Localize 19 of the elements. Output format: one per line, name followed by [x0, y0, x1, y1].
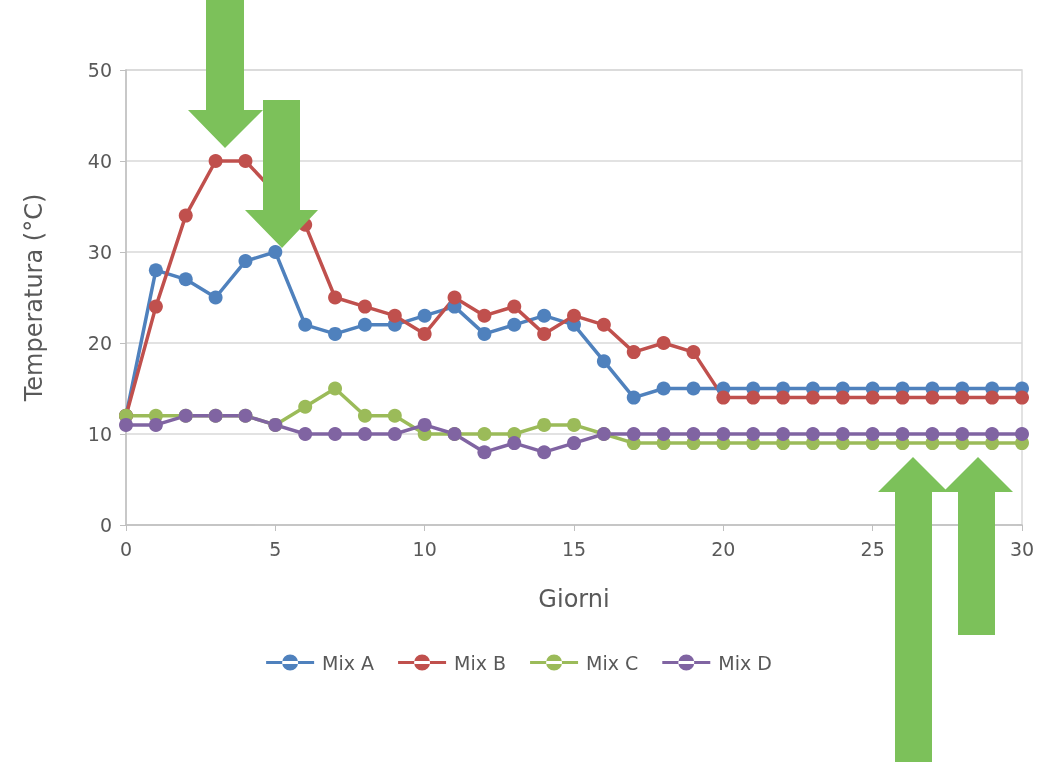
legend-label: Mix C: [586, 651, 639, 674]
legend-label: Mix B: [454, 651, 507, 674]
x-tick-label: 25: [860, 537, 885, 560]
y-tick-label: 0: [99, 514, 112, 536]
x-axis-title: Giorni: [538, 585, 610, 613]
x-tick-label: 20: [711, 537, 736, 560]
legend-label: Mix D: [718, 651, 772, 674]
x-tick-label: 0: [119, 537, 133, 560]
x-tick-label: 5: [269, 537, 282, 560]
y-tick-label: 40: [87, 150, 112, 172]
y-tick-label: 30: [87, 241, 112, 263]
x-tick-label: 10: [412, 537, 437, 560]
y-tick-label: 10: [87, 423, 112, 445]
x-tick-label: 30: [1009, 537, 1035, 560]
y-axis-title: Temperatura (°C): [20, 193, 48, 403]
x-tick-label: 15: [561, 537, 587, 560]
legend-label: Mix A: [322, 651, 375, 674]
y-tick-label: 50: [87, 59, 112, 81]
y-tick-label: 20: [87, 332, 112, 354]
